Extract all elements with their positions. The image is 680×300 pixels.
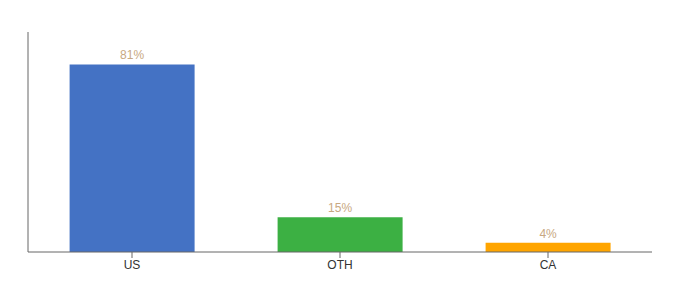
svg-text:15%: 15% [328,201,352,215]
svg-text:CA: CA [540,258,557,272]
svg-text:OTH: OTH [327,258,352,272]
svg-text:81%: 81% [120,48,144,62]
svg-text:4%: 4% [539,227,557,241]
svg-text:US: US [124,258,141,272]
